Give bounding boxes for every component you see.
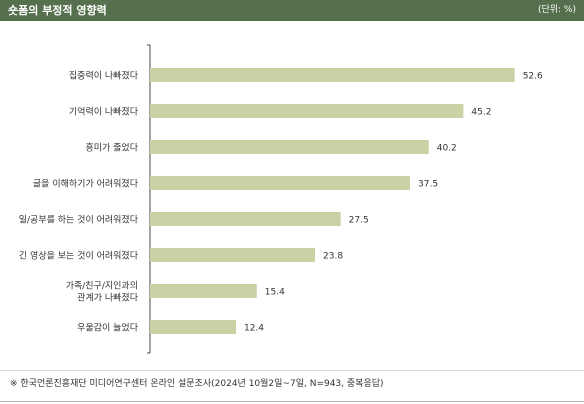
category-label: 일/공부를 하는 것이 어려워졌다 (19, 214, 139, 226)
chart-header: 숏폼의 부정적 영향력 (단위: %) (0, 0, 584, 21)
value-label: 45.2 (471, 108, 491, 118)
bar (150, 140, 429, 154)
category-label: 집중력이 나빠졌다 (69, 70, 139, 82)
bar-chart: 집중력이 나빠졌다 52.6 기억력이 나빠졌다 45.2 흥미가 줄었다 40.2 글을 … (0, 21, 584, 366)
category-label: 흥미가 줄었다 (85, 142, 138, 154)
value-label: 40.2 (437, 144, 457, 154)
category-label: 기억력이 나빠졌다 (69, 106, 139, 118)
category-label: 가족/친구/지인과의 (66, 281, 138, 292)
bar (150, 320, 236, 334)
value-label: 27.5 (349, 216, 369, 226)
bar (150, 212, 341, 226)
bar (150, 68, 515, 82)
value-label: 37.5 (418, 180, 438, 190)
bar (150, 284, 257, 298)
bar (150, 176, 410, 190)
bar (150, 104, 463, 118)
source-note: ※ 한국언론진흥재단 미디어연구센터 온라인 설문조사(2024년 10월2일~… (10, 378, 384, 391)
category-label: 관계가 나빠졌다 (77, 292, 139, 304)
value-label: 15.4 (265, 288, 285, 298)
category-label: 글을 이해하기가 어려워졌다 (33, 178, 139, 190)
category-label: 우울감이 늘었다 (77, 322, 139, 334)
unit-label: (단위: %) (538, 4, 576, 17)
chart-title: 숏폼의 부정적 영향력 (8, 3, 107, 18)
footer-divider (0, 370, 584, 371)
value-label: 52.6 (523, 72, 543, 82)
bottom-divider (0, 401, 584, 402)
value-label: 12.4 (244, 324, 264, 334)
category-label: 긴 영상을 보는 것이 어려워졌다 (19, 250, 139, 262)
value-label: 23.8 (323, 252, 343, 262)
bar (150, 248, 315, 262)
